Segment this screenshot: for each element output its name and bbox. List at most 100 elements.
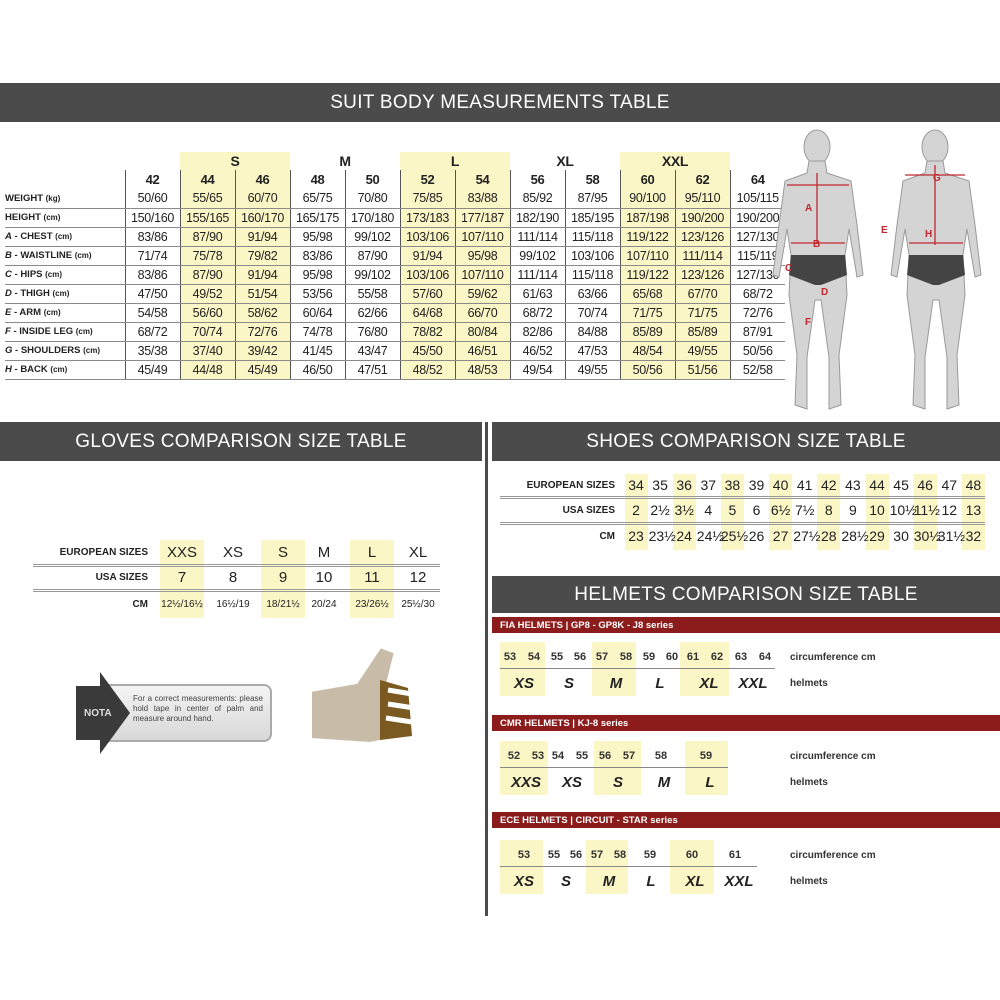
size-cell: 4 — [704, 502, 713, 518]
table-cell: 52/58 — [729, 360, 785, 380]
size-column-header: 50 — [344, 170, 400, 189]
helmet-size: XS — [513, 873, 535, 890]
size-column-header: 60 — [619, 170, 675, 189]
size-cell: 35 — [652, 477, 668, 493]
table-cell: 74/78 — [289, 322, 345, 342]
table-cell: 49/55 — [674, 341, 730, 361]
table-cell: 55/65 — [179, 189, 235, 209]
helmet-size: L — [655, 675, 665, 692]
circumference-label: circumference cm — [790, 751, 876, 762]
table-cell: 87/90 — [344, 246, 400, 266]
table-cell: 67/70 — [674, 284, 730, 304]
row-label: B - WAISTLINE (cm) — [5, 246, 125, 266]
circumference-value: 55 — [547, 849, 561, 861]
table-cell: 115/118 — [564, 227, 620, 247]
table-cell: 71/74 — [124, 246, 180, 266]
table-cell: 64/68 — [399, 303, 455, 323]
highlight-column — [680, 642, 729, 696]
table-cell: 45/50 — [399, 341, 455, 361]
table-cell: 55/58 — [344, 284, 400, 304]
size-cell: 10 — [315, 569, 333, 586]
table-cell: 107/110 — [454, 265, 510, 285]
row-label: USA SIZES — [562, 505, 615, 516]
row-label: CM — [132, 599, 148, 610]
size-group-label: L — [400, 152, 510, 170]
highlight-column — [500, 741, 548, 795]
table-cell: 46/52 — [509, 341, 565, 361]
circumference-value: 53 — [503, 651, 517, 663]
row-label: USA SIZES — [95, 572, 148, 583]
highlight-column — [769, 474, 793, 550]
table-cell: 76/80 — [344, 322, 400, 342]
size-cell: 40 — [772, 477, 789, 493]
table-cell: 150/160 — [124, 208, 180, 228]
table-cell: 49/55 — [564, 360, 620, 380]
size-cell: 41 — [796, 477, 813, 493]
size-cell: S — [277, 544, 288, 561]
table-cell: 127/130 — [729, 227, 785, 247]
highlight-column — [592, 642, 636, 696]
highlight-column — [624, 474, 648, 550]
table-cell: 65/75 — [289, 189, 345, 209]
size-cell: 3½ — [674, 502, 694, 518]
size-cell: 23½ — [648, 528, 676, 544]
size-cell: 12½/16½ — [161, 599, 203, 610]
circumference-label: circumference cm — [790, 652, 876, 663]
size-column-header: 46 — [234, 170, 290, 189]
table-cell: 65/68 — [619, 284, 675, 304]
size-column-header: 48 — [289, 170, 345, 189]
table-row: HEIGHT (cm) 150/160 155/165 160/170 165/175 1… — [5, 208, 785, 228]
table-cell: 127/130 — [729, 265, 785, 285]
section-divider — [485, 422, 488, 916]
table-cell: 155/165 — [179, 208, 235, 228]
size-cell: 12 — [409, 569, 427, 586]
table-cell: 105/115 — [729, 189, 785, 209]
table-row: C - HIPS (cm) 83/86 87/90 91/94 95/98 99/102 1… — [5, 265, 785, 285]
circumference-value: 56 — [569, 849, 583, 861]
size-cell: 9 — [278, 569, 288, 586]
size-cell: 36 — [676, 477, 692, 493]
table-cell: 47/50 — [124, 284, 180, 304]
suit-table-header: SUIT BODY MEASUREMENTS TABLE — [0, 83, 1000, 122]
row-label: E - ARM (cm) — [5, 303, 125, 323]
row-divider — [500, 522, 985, 525]
size-cell: 47 — [941, 477, 958, 493]
table-cell: 103/106 — [399, 227, 455, 247]
helmets-label: helmets — [790, 777, 828, 788]
helmet-size: M — [602, 873, 616, 890]
row-label: C - HIPS (cm) — [5, 265, 125, 285]
helmets-label: helmets — [790, 876, 828, 887]
size-cell: 18/21½ — [266, 599, 300, 610]
measurement-letter: H — [925, 229, 932, 240]
circumference-value: 53 — [517, 849, 531, 861]
table-cell: 68/72 — [124, 322, 180, 342]
table-cell: 119/122 — [619, 227, 675, 247]
table-cell: 111/114 — [674, 246, 730, 266]
table-cell: 115/118 — [564, 265, 620, 285]
helmet-size: XS — [513, 675, 535, 692]
size-cell: 8 — [228, 569, 238, 586]
size-cell: 27½ — [793, 528, 821, 544]
table-cell: 99/102 — [344, 265, 400, 285]
helmet-size: S — [563, 675, 575, 692]
table-cell: 45/49 — [124, 360, 180, 380]
table-cell: 111/114 — [509, 227, 565, 247]
table-cell: 95/98 — [454, 246, 510, 266]
circumference-value: 64 — [758, 651, 772, 663]
table-cell: 44/48 — [179, 360, 235, 380]
size-cell: 39 — [748, 477, 765, 493]
size-column-header: 64 — [729, 170, 785, 189]
table-cell: 71/75 — [674, 303, 730, 323]
helmet-series-bar: ECE HELMETS | CIRCUIT - STAR series — [492, 812, 1000, 828]
table-row: F - INSIDE LEG (cm) 68/72 70/74 72/76 74/78 7… — [5, 322, 785, 342]
highlight-column — [672, 474, 696, 550]
table-cell: 80/84 — [454, 322, 510, 342]
table-cell: 51/54 — [234, 284, 290, 304]
table-cell: 41/45 — [289, 341, 345, 361]
table-cell: 103/106 — [564, 246, 620, 266]
table-cell: 60/64 — [289, 303, 345, 323]
table-cell: 46/51 — [454, 341, 510, 361]
table-cell: 95/98 — [289, 227, 345, 247]
table-cell: 107/110 — [619, 246, 675, 266]
helmet-size: XS — [561, 774, 583, 791]
